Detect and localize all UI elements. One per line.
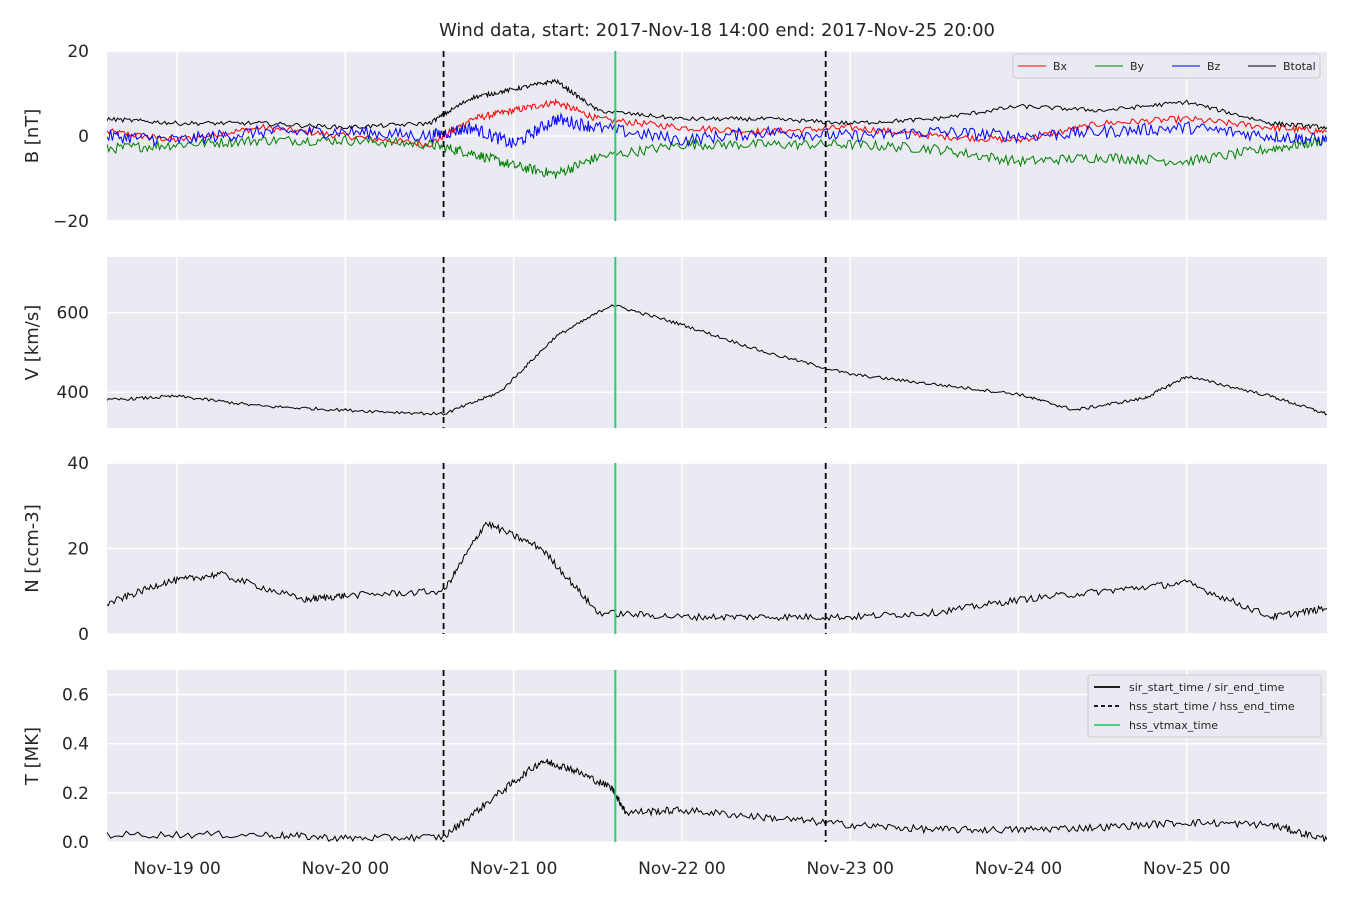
series-line-btotal	[107, 78, 1327, 130]
x-tick-label: Nov-25 00	[1143, 859, 1231, 879]
series-group	[107, 78, 1327, 179]
legend-label: Bx	[1053, 60, 1068, 73]
legend-t: sir_start_time / sir_end_time hss_start_t…	[1087, 674, 1322, 738]
series-line-v	[107, 304, 1327, 416]
series-line-t	[107, 758, 1327, 842]
x-tick-label: Nov-24 00	[975, 859, 1063, 879]
panel-b: −20 0 20 B [nT] Bx By Bz Btotal	[22, 42, 1327, 232]
legend-label: Bz	[1207, 60, 1221, 73]
legend-label: Btotal	[1283, 60, 1316, 73]
y-tick-label: −20	[53, 212, 89, 232]
legend-label: By	[1130, 60, 1145, 73]
y-axis-label: N [ccm-3]	[22, 504, 43, 593]
y-tick-label: 600	[57, 304, 89, 324]
legend-b: Bx By Bz Btotal	[1012, 53, 1321, 79]
y-axis-label: B [nT]	[22, 109, 43, 164]
y-tick-label: 0	[78, 127, 89, 147]
y-tick-label: 20	[67, 540, 89, 560]
y-tick-label: 0.2	[62, 784, 89, 804]
y-tick-label: 20	[67, 42, 89, 62]
series-line-bx	[107, 98, 1327, 149]
panels: −20 0 20 B [nT] Bx By Bz Btotal 400 600 V [km/s] 0 2…	[22, 42, 1327, 853]
series-line-by	[107, 135, 1327, 179]
x-tick-label: Nov-23 00	[806, 859, 894, 879]
series-line-bz	[107, 112, 1327, 149]
series-line-n	[107, 520, 1327, 622]
legend-label: hss_vtmax_time	[1129, 719, 1218, 732]
x-axis-ticks: Nov-19 00 Nov-20 00 Nov-21 00 Nov-22 00 Nov-…	[133, 859, 1230, 879]
y-tick-label: 0.6	[62, 686, 89, 706]
y-tick-label: 0.4	[62, 735, 89, 755]
y-tick-label: 0	[78, 625, 89, 645]
y-tick-label: 400	[57, 383, 89, 403]
y-axis-label: V [km/s]	[22, 305, 43, 380]
series-group	[107, 520, 1327, 622]
x-tick-label: Nov-19 00	[133, 859, 221, 879]
y-tick-label: 0.0	[62, 833, 89, 853]
x-tick-label: Nov-21 00	[470, 859, 558, 879]
x-tick-label: Nov-22 00	[638, 859, 726, 879]
y-tick-label: 40	[67, 454, 89, 474]
legend-label: hss_start_time / hss_end_time	[1129, 700, 1295, 713]
series-group	[107, 304, 1327, 416]
series-group	[107, 758, 1327, 842]
x-tick-label: Nov-20 00	[302, 859, 390, 879]
panel-background	[107, 257, 1327, 428]
panel-v: 400 600 V [km/s]	[22, 257, 1327, 428]
panel-t: 0.0 0.2 0.4 0.6 T [MK] sir_start_time / sir_e…	[22, 670, 1327, 853]
legend-label: sir_start_time / sir_end_time	[1129, 681, 1285, 694]
y-axis-label: T [MK]	[22, 727, 43, 786]
chart-title: Wind data, start: 2017-Nov-18 14:00 end:…	[439, 20, 995, 41]
panel-n: 0 20 40 N [ccm-3]	[22, 454, 1327, 645]
